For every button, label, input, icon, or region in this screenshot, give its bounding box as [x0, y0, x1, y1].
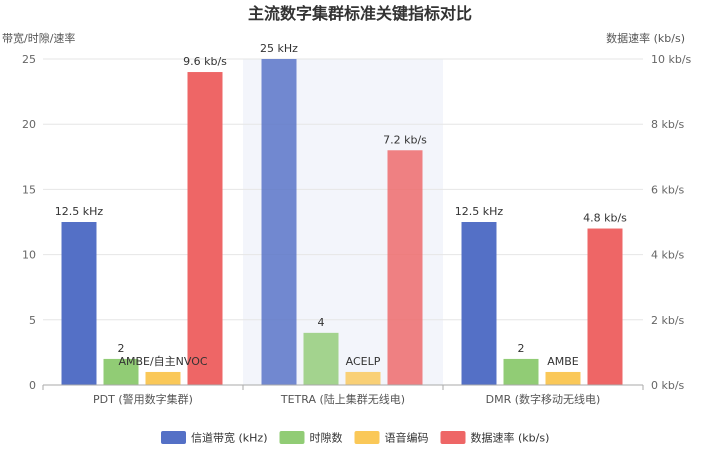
data-label: 4 [318, 316, 325, 329]
data-label: 2 [118, 342, 125, 355]
x-tick-label: TETRA (陆上集群无线电) [280, 392, 405, 406]
right-tick-label: 2 kb/s [651, 314, 685, 327]
data-label: 9.6 kb/s [183, 55, 227, 68]
bar [545, 371, 581, 385]
bar [61, 222, 97, 385]
legend-swatch [354, 431, 380, 444]
data-label: AMBE [547, 355, 579, 368]
x-axis: PDT (警用数字集群) TETRA (陆上集群无线电) DMR (数字移动无线电) [42, 385, 644, 406]
bar [461, 222, 497, 385]
left-tick-label: 20 [22, 118, 36, 131]
bar [303, 332, 339, 385]
bar [345, 371, 381, 385]
legend-label: 语音编码 [385, 431, 429, 445]
left-tick-label: 15 [22, 183, 36, 196]
bars [61, 59, 623, 385]
left-tick-label: 10 [22, 249, 36, 262]
left-tick-label: 5 [29, 314, 36, 327]
x-tick-label: DMR (数字移动无线电) [486, 392, 601, 406]
right-tick-label: 0 kb/s [651, 379, 685, 392]
legend-swatch [279, 431, 305, 444]
left-axis-title: 带宽/时隙/速率 [2, 31, 75, 45]
legend-swatch [161, 431, 186, 444]
right-tick-label: 8 kb/s [651, 118, 685, 131]
right-axis: 0 kb/s 2 kb/s 4 kb/s 6 kb/s 8 kb/s 10 kb/s [651, 53, 692, 392]
data-label: 25 kHz [260, 42, 298, 55]
left-tick-label: 0 [29, 379, 36, 392]
data-label: 4.8 kb/s [583, 212, 627, 225]
legend-swatch [440, 431, 466, 444]
right-axis-title: 数据速率 (kb/s) [606, 31, 685, 45]
bar [103, 358, 139, 385]
data-label: AMBE/自主NVOC [118, 355, 207, 368]
data-label: 12.5 kHz [455, 205, 504, 218]
bar [587, 228, 623, 385]
legend-label: 信道带宽 (kHz) [191, 431, 268, 445]
legend: 信道带宽 (kHz) 时隙数 语音编码 数据速率 (kb/s) [161, 431, 549, 445]
bar [503, 358, 539, 385]
chart-title: 主流数字集群标准关键指标对比 [248, 4, 472, 23]
data-label: 12.5 kHz [55, 205, 104, 218]
right-tick-label: 6 kb/s [651, 183, 685, 196]
legend-label: 时隙数 [310, 431, 343, 445]
data-label: 2 [518, 342, 525, 355]
right-tick-label: 10 kb/s [651, 53, 692, 66]
data-label: ACELP [346, 355, 381, 368]
left-axis: 0 5 10 15 20 25 [22, 53, 36, 392]
bar [145, 371, 181, 385]
legend-label: 数据速率 (kb/s) [471, 431, 550, 445]
left-tick-label: 25 [22, 53, 36, 66]
gridlines [43, 58, 643, 321]
bar [187, 72, 223, 385]
right-tick-label: 4 kb/s [651, 249, 685, 262]
data-label: 7.2 kb/s [383, 133, 427, 146]
bar [261, 59, 297, 385]
x-tick-label: PDT (警用数字集群) [93, 392, 193, 406]
bar [387, 150, 423, 385]
